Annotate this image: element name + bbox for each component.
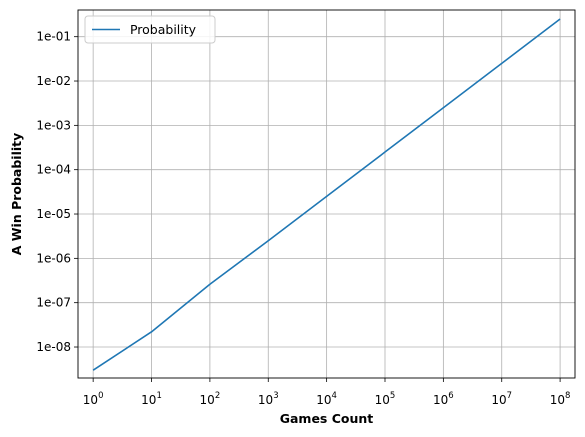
x-tick-label: 106 xyxy=(433,391,454,407)
x-tick-base: 10 xyxy=(375,393,390,407)
x-tick-label: 102 xyxy=(200,391,221,407)
x-tick-base: 10 xyxy=(316,393,331,407)
x-axis-title: Games Count xyxy=(280,411,374,426)
x-tick-base: 10 xyxy=(141,393,156,407)
y-tick-label: 1e-06 xyxy=(36,251,71,265)
y-axis-title: A Win Probability xyxy=(9,133,24,256)
x-tick-base: 10 xyxy=(200,393,215,407)
x-tick-exponent: 8 xyxy=(565,391,570,401)
x-tick-base: 10 xyxy=(550,393,565,407)
x-tick-base: 10 xyxy=(83,393,98,407)
x-tick-exponent: 1 xyxy=(156,391,161,401)
y-tick-label: 1e-08 xyxy=(36,340,71,354)
series-layer xyxy=(92,18,561,371)
x-tick-label: 100 xyxy=(83,391,104,407)
x-axis: 100 101 102 103 104 105 106 107 108 xyxy=(83,378,571,407)
legend-label: Probability xyxy=(126,22,197,37)
x-tick-exponent: 3 xyxy=(273,391,278,401)
y-tick-label: 1e-05 xyxy=(36,207,71,221)
y-axis: 1e-08 1e-07 1e-06 1e-05 1e-04 1e-03 1e-02 1e-01 xyxy=(36,30,78,354)
legend-box xyxy=(84,15,216,44)
x-tick-label: 101 xyxy=(141,391,162,407)
x-tick-label: 108 xyxy=(550,391,571,407)
y-tick-label: 1e-01 xyxy=(36,30,71,44)
x-tick-label: 103 xyxy=(258,391,279,407)
y-tick-label: 1e-02 xyxy=(36,74,71,88)
x-tick-exponent: 2 xyxy=(215,391,220,401)
x-tick-base: 10 xyxy=(433,393,448,407)
x-tick-exponent: 7 xyxy=(507,391,512,401)
grid-layer xyxy=(78,10,575,378)
x-tick-label: 104 xyxy=(316,391,337,407)
x-tick-exponent: 5 xyxy=(390,391,395,401)
x-tick-base: 10 xyxy=(258,393,273,407)
x-tick-label: 107 xyxy=(491,391,512,407)
x-tick-label: 105 xyxy=(375,391,396,407)
x-tick-exponent: 0 xyxy=(98,391,103,401)
y-tick-label: 1e-04 xyxy=(36,163,71,177)
series-line xyxy=(92,18,561,371)
y-tick-label: 1e-03 xyxy=(36,118,71,132)
x-tick-exponent: 6 xyxy=(448,391,453,401)
x-tick-base: 10 xyxy=(491,393,506,407)
legend: Probability xyxy=(84,15,216,44)
y-tick-label: 1e-07 xyxy=(36,296,71,310)
x-tick-exponent: 4 xyxy=(332,391,337,401)
